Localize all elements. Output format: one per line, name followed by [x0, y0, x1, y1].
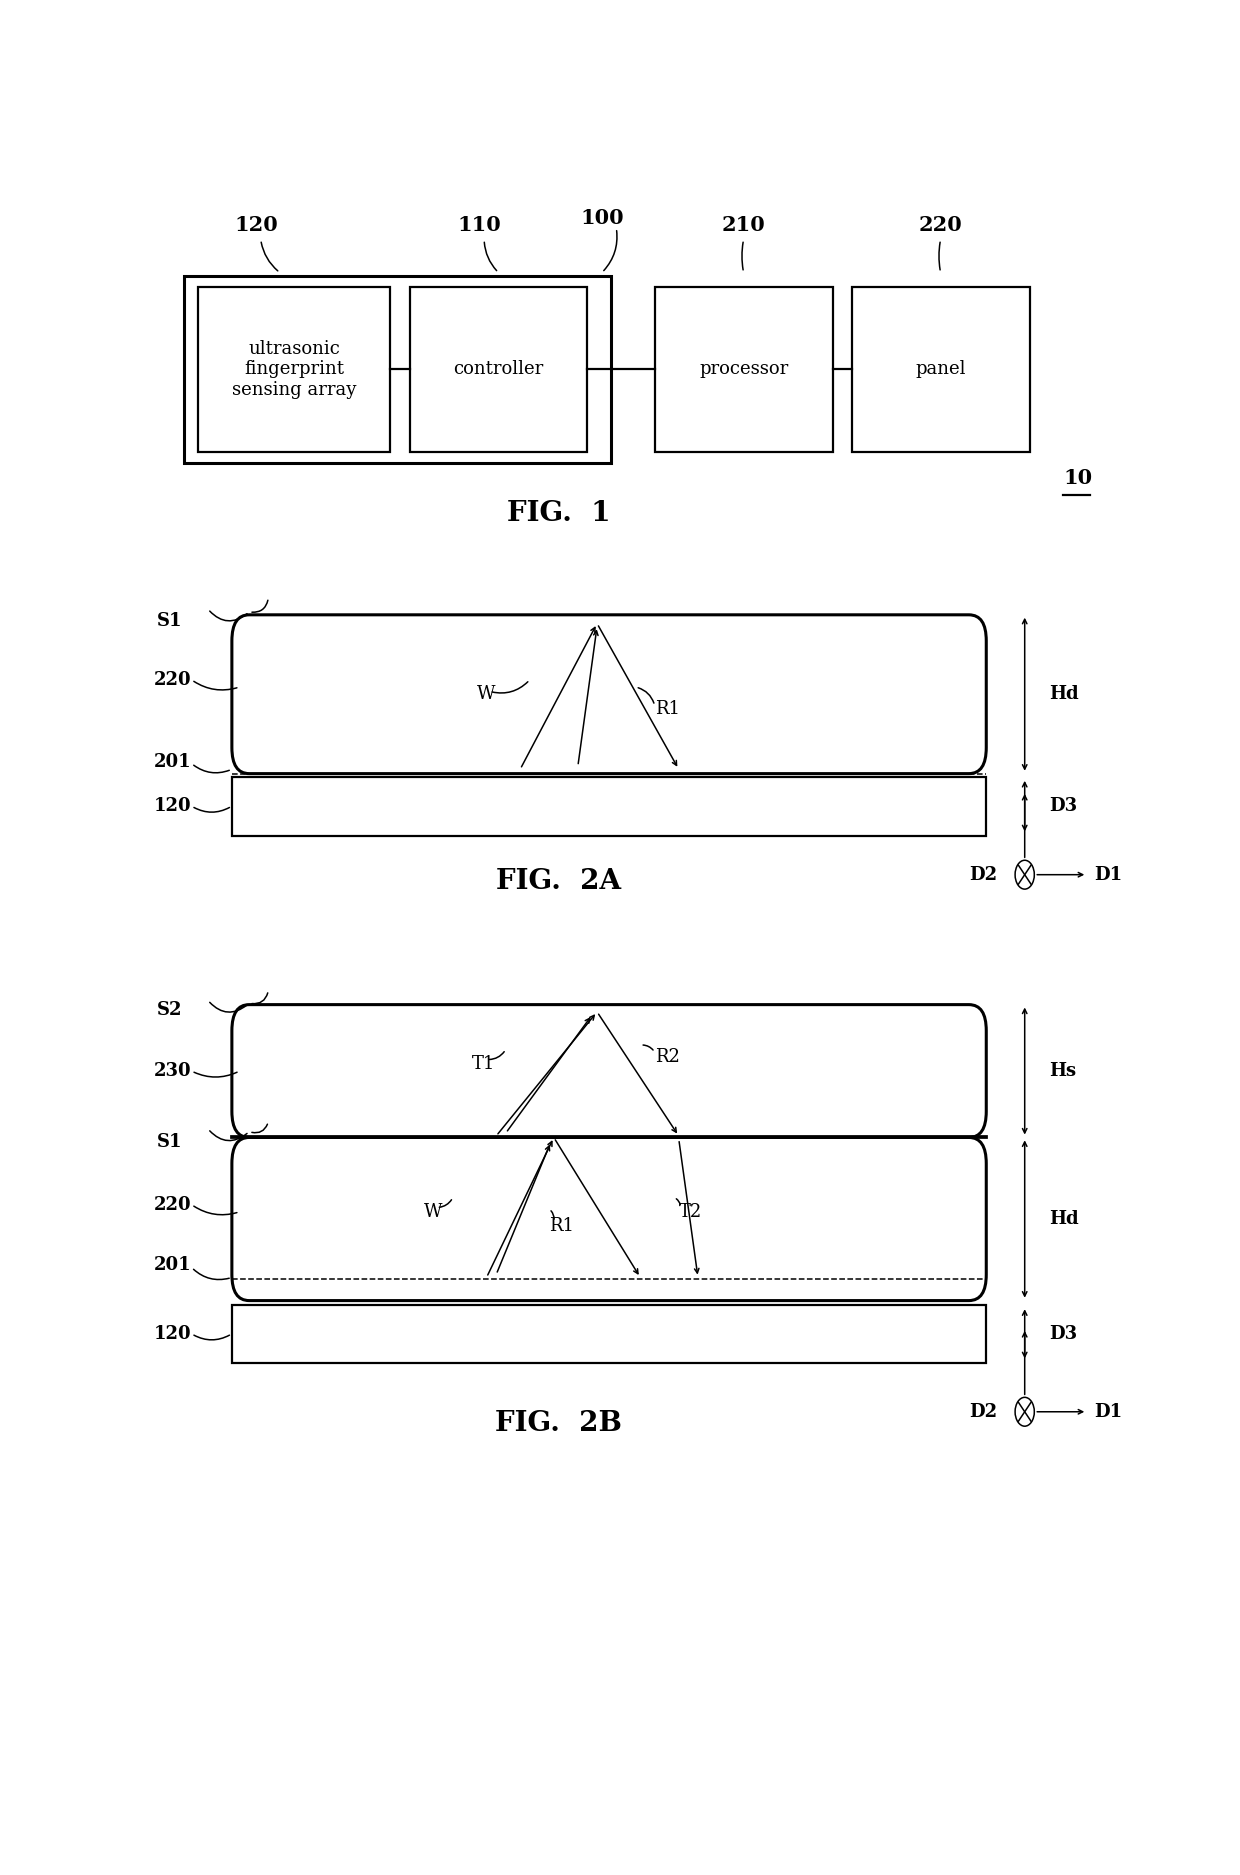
Text: FIG.  2B: FIG. 2B: [495, 1410, 622, 1436]
Text: T1: T1: [472, 1056, 496, 1072]
Text: 110: 110: [458, 216, 501, 234]
Text: 220: 220: [154, 671, 191, 688]
Text: processor: processor: [699, 360, 789, 379]
Text: D3: D3: [1049, 797, 1076, 816]
Bar: [852, 287, 1029, 452]
Text: D3: D3: [1049, 1326, 1076, 1342]
Text: Hd: Hd: [1049, 1209, 1079, 1228]
Text: R1: R1: [655, 699, 680, 718]
Text: T2: T2: [678, 1202, 702, 1221]
Text: 201: 201: [154, 754, 191, 771]
Text: R1: R1: [549, 1217, 574, 1236]
Bar: [184, 276, 611, 463]
Text: 120: 120: [234, 216, 278, 234]
Text: D2: D2: [970, 1402, 998, 1421]
Text: S1: S1: [156, 611, 182, 630]
Text: 230: 230: [154, 1061, 191, 1080]
Bar: [409, 287, 588, 452]
Text: Hd: Hd: [1049, 684, 1079, 703]
Text: 100: 100: [580, 208, 624, 227]
Text: 10: 10: [1063, 467, 1092, 488]
Text: 201: 201: [154, 1256, 191, 1273]
Text: 210: 210: [722, 216, 765, 234]
Text: FIG.  2A: FIG. 2A: [496, 868, 621, 896]
Text: FIG.  1: FIG. 1: [507, 501, 610, 527]
Text: Hs: Hs: [1049, 1061, 1076, 1080]
Text: 120: 120: [154, 797, 191, 816]
Text: 220: 220: [919, 216, 962, 234]
FancyBboxPatch shape: [232, 615, 986, 774]
Text: S2: S2: [156, 1001, 182, 1020]
Text: D1: D1: [1094, 866, 1122, 883]
Text: 220: 220: [154, 1196, 191, 1213]
Text: D2: D2: [970, 866, 998, 883]
Text: D1: D1: [1094, 1402, 1122, 1421]
Text: W: W: [477, 684, 496, 703]
FancyBboxPatch shape: [232, 1005, 986, 1138]
Text: ultrasonic
fingerprint
sensing array: ultrasonic fingerprint sensing array: [232, 339, 357, 399]
Bar: [198, 287, 391, 452]
Text: R2: R2: [655, 1048, 680, 1065]
Text: S1: S1: [156, 1132, 182, 1151]
Text: controller: controller: [454, 360, 543, 379]
Bar: [232, 776, 986, 836]
Text: panel: panel: [915, 360, 966, 379]
FancyBboxPatch shape: [232, 1138, 986, 1301]
Bar: [655, 287, 832, 452]
Text: W: W: [424, 1202, 443, 1221]
Bar: [232, 1305, 986, 1363]
Text: 120: 120: [154, 1326, 191, 1342]
